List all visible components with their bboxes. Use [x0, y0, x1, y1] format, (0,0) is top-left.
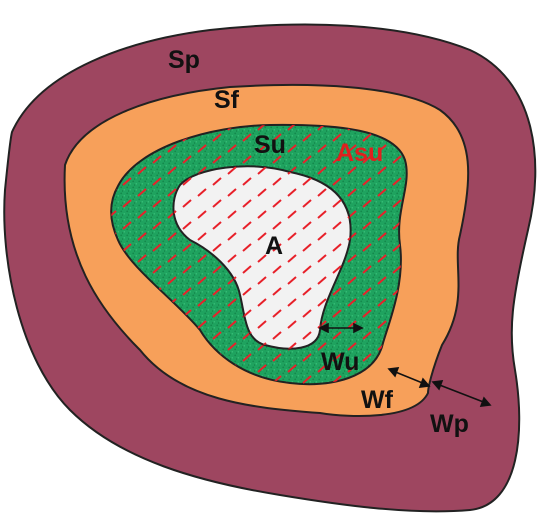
- label-asu: Asu: [336, 139, 383, 167]
- wu-arrow: [318, 322, 364, 334]
- wf-arrow: [387, 367, 431, 388]
- label-sp: Sp: [168, 46, 200, 74]
- label-wu: Wu: [321, 348, 359, 376]
- label-sf: Sf: [214, 86, 240, 114]
- label-a: A: [265, 232, 283, 260]
- label-wp: Wp: [430, 410, 469, 438]
- label-wf: Wf: [361, 386, 394, 414]
- core-zone-hatch: [173, 166, 351, 349]
- wp-arrow: [431, 380, 492, 407]
- label-su: Su: [254, 131, 286, 159]
